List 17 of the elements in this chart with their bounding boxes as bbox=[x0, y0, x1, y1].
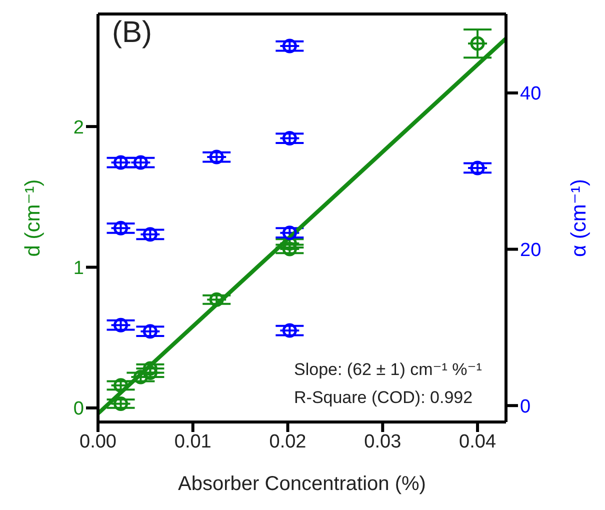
y2-tick-label: 20 bbox=[520, 240, 542, 262]
y-tick-label: 2 bbox=[73, 117, 84, 138]
x-tick-label: 0.02 bbox=[269, 431, 306, 452]
annotation: R-Square (COD): 0.992 bbox=[294, 388, 473, 408]
y-axis-title: d (cm⁻¹) bbox=[21, 179, 44, 257]
y-tick-label: 0 bbox=[73, 398, 84, 420]
x-axis-title: Absorber Concentration (%) bbox=[178, 473, 426, 495]
annotation: (B) bbox=[112, 16, 152, 50]
x-tick-label: 0.00 bbox=[80, 431, 116, 452]
y2-axis-title: α (cm⁻¹) bbox=[567, 178, 590, 258]
y2-tick-label: 40 bbox=[520, 84, 542, 105]
y-tick-label: 1 bbox=[73, 258, 84, 279]
x-tick-label: 0.03 bbox=[364, 431, 402, 452]
x-tick-label: 0.04 bbox=[459, 431, 496, 452]
annotation: Slope: (62 ± 1) cm⁻¹ %⁻¹ bbox=[294, 360, 482, 380]
x-tick-label: 0.01 bbox=[174, 431, 212, 452]
y2-tick-label: 0 bbox=[520, 396, 531, 418]
